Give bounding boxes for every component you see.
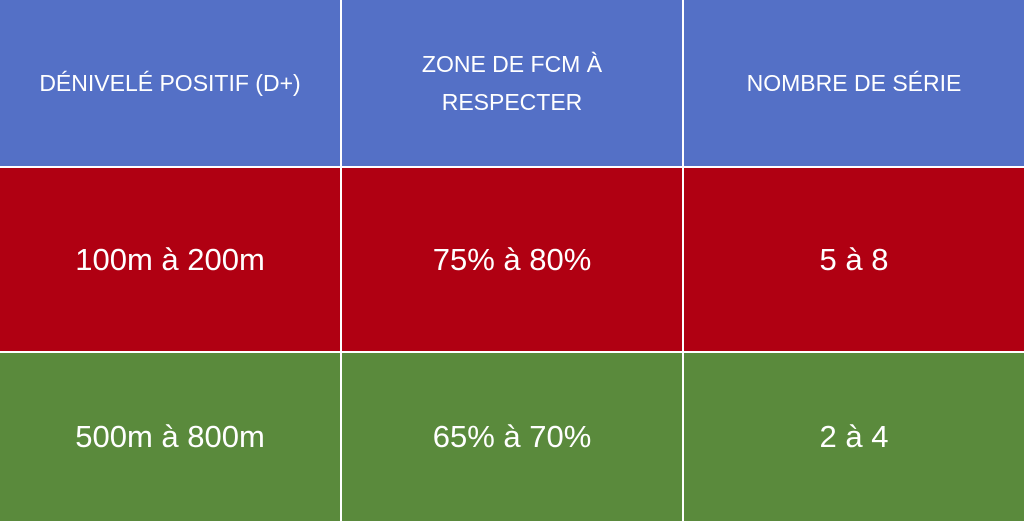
table-cell: 100m à 200m xyxy=(0,168,342,353)
table-cell: 500m à 800m xyxy=(0,353,342,521)
table-cell: 65% à 70% xyxy=(342,353,684,521)
header-cell: ZONE DE FCM À RESPECTER xyxy=(342,0,684,168)
table-cell: 2 à 4 xyxy=(684,353,1024,521)
header-cell: NOMBRE DE SÉRIE xyxy=(684,0,1024,168)
header-cell: DÉNIVELÉ POSITIF (D+) xyxy=(0,0,342,168)
table-cell: 75% à 80% xyxy=(342,168,684,353)
table-cell: 5 à 8 xyxy=(684,168,1024,353)
